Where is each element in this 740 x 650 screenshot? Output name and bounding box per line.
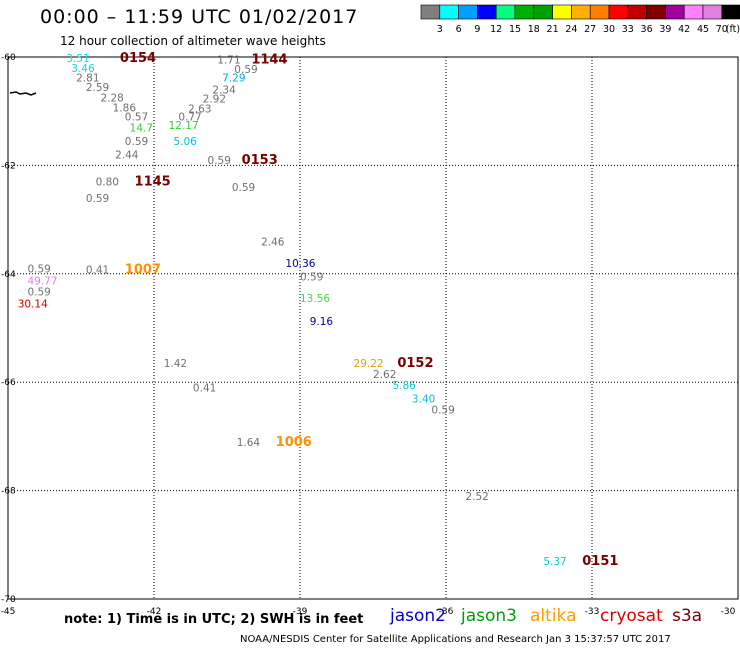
- scale-tick-label: 18: [528, 24, 540, 35]
- wave-height-value: 0.59: [300, 272, 323, 284]
- scale-tick-label: 33: [622, 24, 634, 35]
- latitude-label: -62: [1, 161, 16, 171]
- pass-time-label: 1006: [276, 435, 312, 450]
- wave-height-value: 13.56: [300, 293, 330, 305]
- latitude-label: -68: [1, 487, 16, 497]
- wave-height-value: 5.86: [392, 380, 416, 392]
- wave-height-value: 0.59: [27, 263, 50, 275]
- wave-height-value: 2.52: [465, 491, 488, 503]
- wave-height-value: 2.44: [115, 150, 139, 162]
- wave-height-value: 10.36: [285, 258, 315, 270]
- wave-height-value: 0.59: [208, 155, 231, 167]
- pass-time-label: 1145: [135, 175, 171, 190]
- longitude-label: -45: [1, 607, 16, 617]
- wave-height-value: 2.59: [86, 82, 109, 94]
- wave-height-value: 3.40: [412, 393, 435, 405]
- wave-height-value: 0.41: [193, 383, 216, 395]
- wave-height-color-scale: 3 6 9 12 15 18 21 24 27 30 33 36 39 42 45 70(ft): [420, 4, 740, 35]
- scale-tick-label: 30: [603, 24, 615, 35]
- wave-height-value: 0.77: [178, 112, 201, 124]
- wave-height-value: 0.59: [86, 193, 109, 205]
- scale-tick-label: 15: [509, 24, 521, 35]
- wave-height-value: 2.92: [203, 94, 226, 106]
- scale-unit-label: (ft): [726, 24, 740, 35]
- scale-tick-label: 24: [565, 24, 577, 35]
- pass-time-label: 0152: [397, 356, 433, 371]
- wave-height-value: 2.34: [212, 85, 236, 97]
- map-subtitle: 12 hour collection of altimeter wave hei…: [60, 34, 326, 48]
- scale-tick-label: 27: [584, 24, 596, 35]
- satellite-jason2: jason2: [390, 606, 446, 626]
- wave-height-value: 0.59: [234, 64, 257, 76]
- wave-height-value: 29.22: [354, 358, 384, 370]
- longitude-label: -39: [293, 607, 308, 617]
- scale-tick-label: 21: [547, 24, 559, 35]
- wave-height-value: 7.29: [222, 73, 245, 85]
- wave-height-value: 30.14: [18, 299, 48, 311]
- wave-height-value: 3.46: [71, 63, 95, 75]
- credit-line: NOAA/NESDIS Center for Satellite Applica…: [240, 634, 671, 645]
- pass-time-label: 0153: [242, 153, 278, 168]
- footer-note: note: 1) Time is in UTC; 2) SWH is in fe…: [64, 612, 364, 627]
- wave-height-value: 2.63: [188, 103, 211, 115]
- scale-tick-label: 9: [474, 24, 480, 35]
- longitude-label: -30: [721, 607, 736, 617]
- scale-tick-label: 3: [437, 24, 443, 35]
- wave-height-value: 1.71: [217, 55, 240, 67]
- longitude-label: -42: [147, 607, 162, 617]
- wave-height-value: 5.37: [543, 556, 566, 568]
- longitude-label: -33: [585, 607, 600, 617]
- scale-tick-label: 39: [659, 24, 671, 35]
- satellite-s3a: s3a: [672, 606, 703, 626]
- coastline-fragment: [9, 91, 37, 96]
- wave-height-value: 2.81: [76, 73, 99, 85]
- wave-height-value: 1.86: [113, 102, 137, 114]
- wave-height-value: 1.42: [164, 358, 187, 370]
- wave-height-value: 49.77: [27, 275, 57, 287]
- wave-height-value: 0.57: [125, 112, 148, 124]
- wave-height-value: 0.41: [86, 264, 109, 276]
- scale-tick-label: 6: [456, 24, 462, 35]
- latitude-label: -70: [1, 595, 16, 605]
- wave-height-value: 0.80: [96, 177, 119, 189]
- pass-time-label: 1007: [125, 262, 161, 277]
- wave-height-value: 3.51: [66, 53, 89, 65]
- wave-height-value: 0.59: [125, 136, 148, 148]
- pass-time-label: 0154: [120, 51, 156, 66]
- satellite-cryosat: cryosat: [600, 606, 663, 626]
- scale-tick-label: 70: [716, 24, 728, 35]
- latitude-label: -66: [1, 378, 16, 388]
- wave-height-value: 14.7: [130, 122, 153, 134]
- wave-height-value: 12.17: [169, 120, 199, 132]
- satellite-altika: altika: [530, 606, 577, 626]
- wave-height-value: 2.62: [373, 369, 396, 381]
- latitude-label: -64: [1, 270, 16, 280]
- wave-height-value: 2.46: [261, 236, 285, 248]
- wave-height-value: 1.64: [237, 437, 261, 449]
- wave-height-value: 9.16: [310, 316, 334, 328]
- wave-height-value: 0.59: [27, 287, 50, 299]
- map-title: 00:00 – 11:59 UTC 01/02/2017: [40, 6, 359, 28]
- scale-tick-label: 36: [641, 24, 653, 35]
- map-frame: [7, 56, 739, 600]
- scale-tick-label: 45: [697, 24, 709, 35]
- satellite-jason3: jason3: [461, 606, 517, 626]
- longitude-label: -36: [439, 607, 454, 617]
- scale-tick-label: 42: [678, 24, 690, 35]
- scale-swatch: [721, 4, 740, 20]
- wave-height-value: 5.06: [173, 136, 197, 148]
- pass-time-label: 0151: [582, 554, 618, 569]
- latitude-label: -60: [1, 53, 16, 63]
- pass-time-label: 1144: [251, 53, 287, 68]
- wave-height-value: 0.59: [232, 182, 255, 194]
- wave-height-value: 0.59: [431, 404, 454, 416]
- wave-height-value: 2.28: [100, 93, 123, 105]
- scale-tick-label: 12: [490, 24, 502, 35]
